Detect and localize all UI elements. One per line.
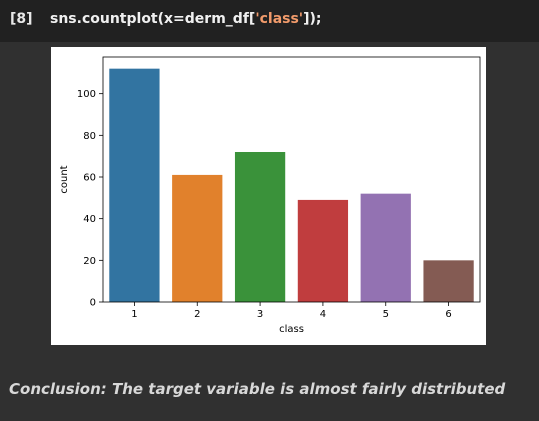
y-axis-label: count [59,165,70,193]
x-tick-label-5: 5 [383,309,389,320]
x-tick-label-2: 2 [194,309,200,320]
bar-class-6 [423,260,474,302]
x-tick-label-4: 4 [320,309,326,320]
y-tick-label-60: 60 [83,173,96,184]
code-prefix: sns.countplot(x=derm_df[ [50,11,256,27]
x-tick-label-6: 6 [445,309,451,320]
axes-frame [102,56,481,303]
countplot-chart: 0 20 40 60 80 100 1 2 3 4 5 6 class count [59,56,481,335]
bar-class-5 [360,193,411,302]
countplot-figure: 0 20 40 60 80 100 1 2 3 4 5 6 class count [51,47,486,345]
code-cell[interactable]: [8] sns.countplot(x=derm_df['class']); [0,0,539,42]
y-tick-label-100: 100 [77,89,96,100]
bar-class-4 [297,199,349,302]
x-tick-label-3: 3 [257,309,263,320]
code-suffix: ]); [303,11,322,27]
conclusion-text: Conclusion: The target variable is almos… [9,380,506,398]
y-tick-label-40: 40 [83,214,96,225]
x-tick-label-1: 1 [131,309,137,320]
bar-class-3 [234,152,286,302]
y-tick-label-80: 80 [83,131,96,142]
bar-class-1 [109,68,160,303]
cell-prompt: [8] [10,11,33,27]
x-axis-label: class [279,324,304,335]
code-line[interactable]: sns.countplot(x=derm_df['class']); [50,11,322,27]
y-tick-label-20: 20 [83,256,96,267]
code-string: 'class' [255,11,304,27]
y-tick-label-0: 0 [90,298,96,309]
bar-class-2 [172,174,223,302]
